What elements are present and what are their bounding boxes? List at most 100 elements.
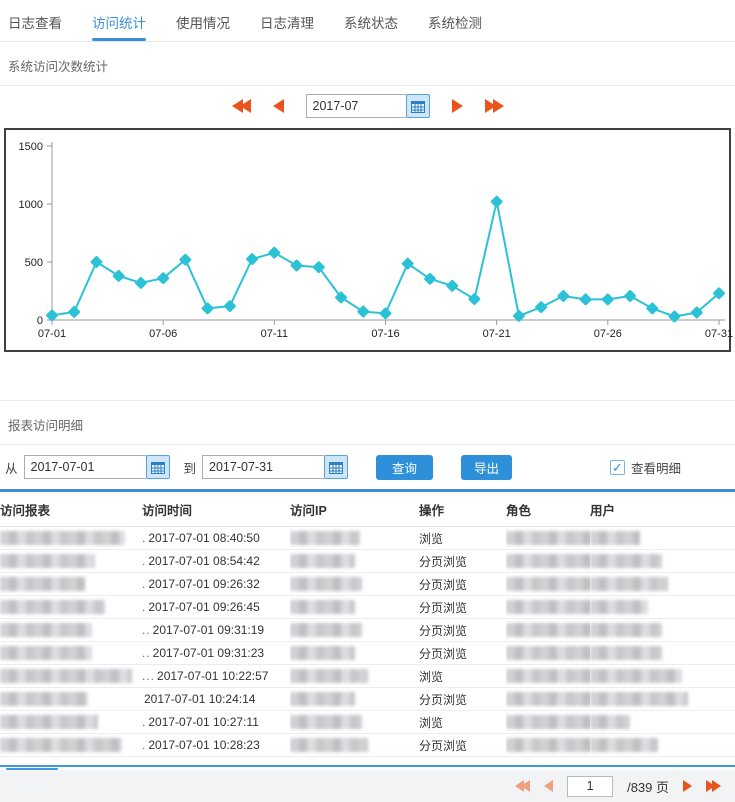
first-page-button[interactable] [515, 780, 531, 792]
to-date-input[interactable] [202, 455, 325, 479]
visit-time: 2017-07-01 09:31:19 [152, 623, 265, 637]
table-row[interactable]: . 2017-07-01 10:27:11 浏览 [0, 710, 735, 734]
masked-user [590, 577, 668, 592]
masked-role [506, 692, 590, 707]
prev-year-button[interactable] [231, 99, 251, 113]
to-label: 到 [183, 461, 197, 476]
double-right-arrow-icon [706, 780, 715, 792]
tab-bar: 日志查看 访问统计 使用情况 日志清理 系统状态 系统检测 [0, 0, 735, 42]
tab-3[interactable]: 使用情况 [176, 16, 230, 31]
checkbox-checked-icon[interactable]: ✓ [609, 459, 625, 475]
truncation-dots: . [142, 600, 147, 614]
table-row[interactable]: . 2017-07-01 08:54:42 分页浏览 [0, 549, 735, 573]
chart-section-title: 系统访问次数统计 [8, 60, 109, 74]
svg-text:0: 0 [37, 315, 43, 327]
double-left-arrow-icon [515, 780, 525, 792]
masked-ip [290, 623, 362, 638]
masked-user [590, 554, 662, 569]
calendar-icon[interactable] [324, 455, 349, 479]
next-page-button[interactable] [683, 780, 692, 792]
view-detail-checkbox-group[interactable]: ✓ 查看明细 [609, 458, 681, 477]
masked-user [590, 646, 662, 661]
svg-text:500: 500 [25, 257, 43, 269]
month-input[interactable] [305, 94, 406, 118]
double-right-arrow-icon [492, 99, 504, 113]
svg-text:07-31: 07-31 [705, 328, 733, 340]
detail-section-title: 报表访问明细 [8, 419, 84, 433]
svg-text:07-21: 07-21 [483, 328, 511, 340]
masked-report-name [0, 577, 85, 592]
table-row[interactable]: . 2017-07-01 09:26:45 分页浏览 [0, 595, 735, 619]
truncation-dots: . [142, 577, 147, 591]
export-button[interactable]: 导出 [461, 454, 513, 480]
next-month-button[interactable] [451, 99, 463, 113]
tab-4[interactable]: 日志清理 [260, 16, 314, 31]
month-navigator [0, 88, 735, 124]
prev-page-button[interactable] [544, 780, 554, 792]
masked-user [590, 692, 688, 707]
detail-section: 报表访问明细 从 到 查询 导出 ✓ 查看明细 [0, 400, 735, 757]
visit-time: 2017-07-01 10:24:14 [144, 692, 256, 706]
visit-time: 2017-07-01 08:54:42 [148, 554, 260, 568]
from-date-input[interactable] [23, 455, 146, 479]
pagination: /839 页 [0, 770, 735, 802]
masked-report-name [0, 554, 95, 569]
tab-5[interactable]: 系统状态 [344, 16, 398, 31]
table-row[interactable]: ... 2017-07-01 10:22:57 浏览 [0, 664, 735, 688]
horizontal-scrollbar[interactable] [0, 764, 735, 770]
svg-text:07-06: 07-06 [149, 328, 177, 340]
masked-report-name [0, 669, 132, 684]
next-year-button[interactable] [484, 99, 504, 113]
table-row[interactable]: 2017-07-01 10:24:14 分页浏览 [0, 687, 735, 711]
month-input-group [305, 94, 430, 118]
masked-report-name [0, 692, 88, 707]
scrollbar-track[interactable] [0, 765, 735, 767]
masked-ip [290, 577, 362, 592]
truncation-dots: . [142, 554, 147, 568]
masked-ip [290, 738, 368, 753]
last-page-button[interactable] [706, 780, 721, 792]
table-row[interactable]: .. 2017-07-01 09:31:23 分页浏览 [0, 641, 735, 665]
divider [0, 400, 735, 401]
tab-6[interactable]: 系统检测 [428, 16, 482, 31]
calendar-icon[interactable] [405, 94, 430, 118]
table-row[interactable]: . 2017-07-01 10:28:23 分页浏览 [0, 733, 735, 757]
masked-role [506, 577, 590, 592]
divider [0, 85, 735, 86]
masked-ip [290, 715, 362, 730]
query-button[interactable]: 查询 [376, 454, 434, 480]
double-left-arrow-icon [239, 99, 251, 113]
masked-user [590, 623, 662, 638]
column-header-4: 操作 [419, 492, 506, 527]
truncation-dots: ... [142, 669, 156, 683]
tab-1[interactable]: 日志查看 [8, 16, 62, 31]
divider [0, 444, 735, 445]
masked-ip [290, 669, 368, 684]
table-footer: /839 页 [0, 764, 735, 802]
chart-canvas: 0 500 1000 1500 07-01 07-06 07-11 07-16 07-21 07-… [19, 141, 733, 340]
tab-2[interactable]: 访问统计 [92, 12, 146, 41]
svg-text:07-16: 07-16 [371, 328, 399, 340]
visit-time: 2017-07-01 09:26:32 [148, 577, 260, 591]
table-row[interactable]: .. 2017-07-01 09:31:19 分页浏览 [0, 618, 735, 642]
masked-ip [290, 554, 355, 569]
masked-role [506, 669, 590, 684]
masked-role [506, 600, 590, 615]
prev-month-button[interactable] [272, 99, 284, 113]
table-row[interactable]: . 2017-07-01 09:26:32 分页浏览 [0, 572, 735, 596]
column-header-5: 角色 [506, 492, 590, 527]
table-row[interactable]: . 2017-07-01 08:40:50 浏览 [0, 526, 735, 550]
svg-text:1000: 1000 [19, 199, 43, 211]
double-right-arrow-icon [712, 780, 721, 792]
page-number-input[interactable] [567, 775, 614, 797]
table-header-row: 访问报表 访问时间 访问IP 操作 角色 用户 [0, 492, 735, 527]
visit-time: 2017-07-01 10:28:23 [148, 738, 260, 752]
masked-role [506, 623, 590, 638]
column-header-3: 访问IP [290, 492, 419, 527]
double-right-arrow-icon [484, 99, 496, 113]
operation: 浏览 [419, 715, 444, 730]
masked-ip [290, 600, 355, 615]
visit-time: 2017-07-01 10:22:57 [157, 669, 269, 683]
scrollbar-thumb[interactable] [6, 768, 58, 770]
calendar-icon[interactable] [145, 455, 170, 479]
